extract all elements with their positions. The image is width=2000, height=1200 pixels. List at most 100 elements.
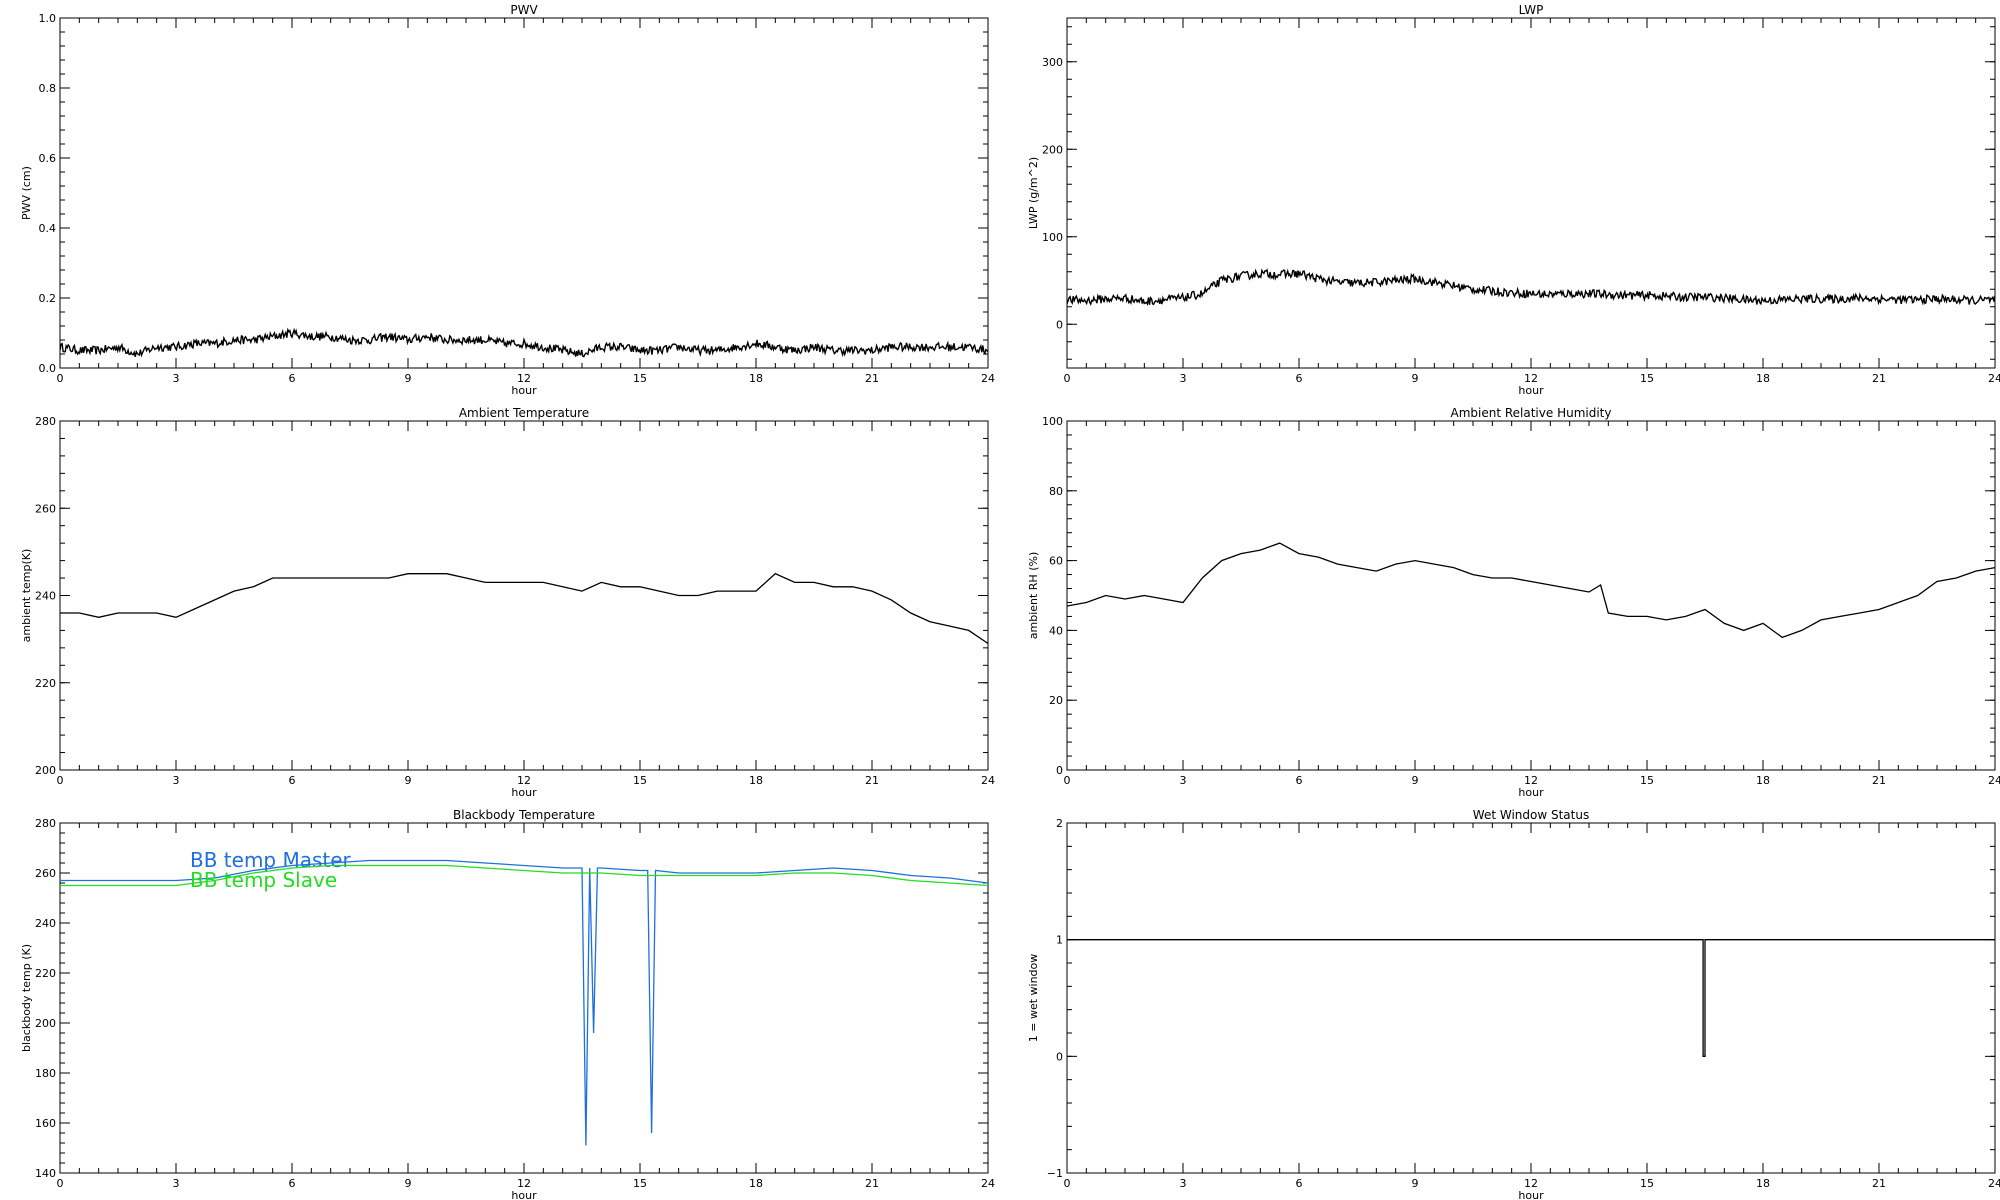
- x-tick-label: 3: [173, 372, 180, 385]
- x-tick-label: 3: [173, 774, 180, 787]
- chart-3: Ambient Relative Humidity 0 3 6 9 12 15 18 21 24 h…: [1027, 406, 2000, 799]
- y-tick-label: 100: [1042, 231, 1063, 244]
- x-axis-label: hour: [1518, 384, 1544, 397]
- y-tick-label: 20: [1049, 694, 1063, 707]
- y-axis-label: blackbody temp (K): [20, 944, 33, 1052]
- series-line-0: [1067, 268, 1995, 307]
- x-tick-label: 12: [1524, 1177, 1538, 1190]
- chart-0: PWV 0 3 6 9 12 15 18 21 24 hour 0.0 0.2 0.4 0.6 0.8 1.0 P…: [20, 3, 995, 397]
- plot-frame: [1066, 17, 1996, 369]
- plot-frame: [1066, 822, 1996, 1174]
- x-axis-label: hour: [511, 384, 537, 397]
- x-tick-label: 0: [57, 372, 64, 385]
- chart-1: LWP 0 3 6 9 12 15 18 21 24 hour 0 100 200 300 LWP (g/m^…: [1027, 3, 2000, 397]
- series-line-0: [60, 859, 988, 1146]
- x-tick-label: 15: [633, 774, 647, 787]
- x-tick-label: 24: [1988, 372, 2000, 385]
- y-axis-label: PWV (cm): [20, 166, 33, 220]
- x-tick-label: 18: [1756, 1177, 1770, 1190]
- x-tick-label: 9: [405, 372, 412, 385]
- y-tick-label: 100: [1042, 415, 1063, 428]
- y-tick-label: 140: [35, 1167, 56, 1180]
- chart-title: LWP: [1519, 3, 1544, 17]
- x-tick-label: 6: [1296, 774, 1303, 787]
- x-tick-label: 24: [981, 774, 995, 787]
- x-tick-label: 21: [865, 774, 879, 787]
- y-tick-label: 0: [1056, 764, 1063, 777]
- y-tick-label: 200: [1042, 143, 1063, 156]
- plot-frame: [59, 420, 989, 771]
- y-tick-label: 200: [35, 764, 56, 777]
- x-tick-label: 6: [1296, 1177, 1303, 1190]
- y-tick-label: 260: [35, 867, 56, 880]
- series-line-0: [60, 327, 988, 358]
- y-tick-label: 0: [1056, 318, 1063, 331]
- plot-frame: [59, 17, 989, 369]
- y-axis-label: LWP (g/m^2): [1027, 157, 1040, 229]
- x-tick-label: 0: [1064, 774, 1071, 787]
- chart-title: PWV: [510, 3, 538, 17]
- x-tick-label: 3: [1180, 774, 1187, 787]
- y-tick-label: 200: [35, 1017, 56, 1030]
- plot-frame: [1066, 420, 1996, 771]
- x-tick-label: 6: [289, 774, 296, 787]
- x-axis-label: hour: [1518, 786, 1544, 799]
- y-axis-label: ambient temp(K): [20, 549, 33, 643]
- y-tick-label: 0.6: [39, 152, 57, 165]
- chart-4: Blackbody Temperature 0 3 6 9 12 15 18 21 24 hour 1…: [20, 808, 995, 1200]
- x-axis-label: hour: [511, 786, 537, 799]
- chart-2: Ambient Temperature 0 3 6 9 12 15 18 21 24 hour 200…: [20, 406, 995, 799]
- y-tick-label: 220: [35, 677, 56, 690]
- y-tick-label: 60: [1049, 555, 1063, 568]
- x-tick-label: 12: [1524, 372, 1538, 385]
- chart-title: Blackbody Temperature: [453, 808, 595, 822]
- y-tick-label: 0.2: [39, 292, 57, 305]
- x-tick-label: 12: [517, 774, 531, 787]
- x-tick-label: 6: [289, 372, 296, 385]
- x-tick-label: 3: [1180, 1177, 1187, 1190]
- y-axis-label: ambient RH (%): [1027, 552, 1040, 640]
- x-tick-label: 24: [981, 372, 995, 385]
- x-tick-label: 3: [173, 1177, 180, 1190]
- chart-title: Ambient Temperature: [459, 406, 589, 420]
- y-tick-label: 300: [1042, 56, 1063, 69]
- x-tick-label: 15: [633, 372, 647, 385]
- y-tick-label: 1.0: [39, 12, 57, 25]
- x-tick-label: 15: [1640, 372, 1654, 385]
- y-tick-label: 180: [35, 1067, 56, 1080]
- x-tick-label: 21: [1872, 372, 1886, 385]
- series-line-1: [60, 864, 988, 887]
- legend-entry-0: BB temp Master: [190, 848, 352, 872]
- x-tick-label: 0: [57, 1177, 64, 1190]
- chart-title: Ambient Relative Humidity: [1451, 406, 1612, 420]
- x-tick-label: 21: [1872, 1177, 1886, 1190]
- y-tick-label: 240: [35, 590, 56, 603]
- x-tick-label: 12: [1524, 774, 1538, 787]
- x-tick-label: 21: [865, 372, 879, 385]
- y-axis-label: 1 = wet window: [1027, 954, 1040, 1043]
- x-tick-label: 12: [517, 1177, 531, 1190]
- y-tick-label: 260: [35, 502, 56, 515]
- y-tick-label: 40: [1049, 624, 1063, 637]
- x-tick-label: 18: [749, 774, 763, 787]
- y-tick-label: 80: [1049, 485, 1063, 498]
- x-axis-label: hour: [511, 1189, 537, 1200]
- x-tick-label: 9: [1412, 1177, 1419, 1190]
- x-tick-label: 21: [865, 1177, 879, 1190]
- x-tick-label: 9: [1412, 372, 1419, 385]
- x-tick-label: 18: [749, 1177, 763, 1190]
- y-tick-label: 280: [35, 415, 56, 428]
- chart-title: Wet Window Status: [1473, 808, 1589, 822]
- y-tick-label: 1: [1056, 934, 1063, 947]
- x-tick-label: 0: [57, 774, 64, 787]
- y-tick-label: 280: [35, 817, 56, 830]
- x-tick-label: 3: [1180, 372, 1187, 385]
- x-tick-label: 6: [1296, 372, 1303, 385]
- x-tick-label: 12: [517, 372, 531, 385]
- x-tick-label: 9: [405, 774, 412, 787]
- y-tick-label: −1: [1047, 1167, 1063, 1180]
- x-tick-label: 9: [405, 1177, 412, 1190]
- y-tick-label: 0.0: [39, 362, 57, 375]
